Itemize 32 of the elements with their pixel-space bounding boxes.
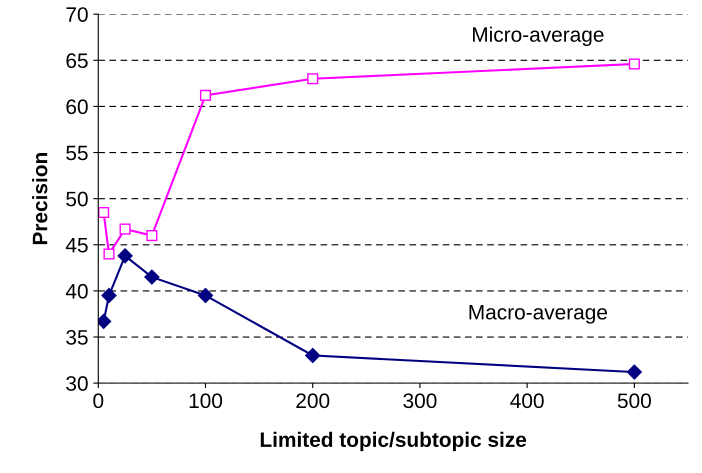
x-tick-label: 200 <box>296 393 330 408</box>
x-tick-label: 400 <box>510 393 544 408</box>
y-tick-label: 60 <box>66 99 88 114</box>
series-label: Macro-average <box>470 305 607 324</box>
y-tick-label: 55 <box>66 146 88 160</box>
y-tick-label: 65 <box>66 53 88 68</box>
point <box>120 224 131 235</box>
y-tick-label: 45 <box>66 238 88 253</box>
y-axis-title: Precision <box>32 153 48 244</box>
y-tick-label: 30 <box>66 376 88 391</box>
point <box>144 269 160 285</box>
x-tick-label: 500 <box>618 393 651 408</box>
point <box>103 248 115 260</box>
x-tick-label: 100 <box>190 393 222 408</box>
point <box>146 230 158 242</box>
y-tick-label: 70 <box>66 7 88 22</box>
point <box>198 288 214 304</box>
point <box>307 73 318 84</box>
point <box>118 248 133 264</box>
x-axis-title: Limited topic/subtopic size <box>260 432 526 452</box>
x-tick-label: 300 <box>403 393 436 408</box>
point <box>98 206 110 218</box>
series-label: Micro-average <box>473 26 604 46</box>
point <box>626 364 642 380</box>
y-tick-label: 35 <box>66 330 88 345</box>
point <box>628 58 640 70</box>
x-tick-label: 0 <box>93 393 104 408</box>
point <box>200 90 212 101</box>
point <box>305 348 320 364</box>
y-tick-label: 50 <box>66 192 88 206</box>
point <box>101 288 117 304</box>
y-tick-label: 40 <box>66 284 88 299</box>
